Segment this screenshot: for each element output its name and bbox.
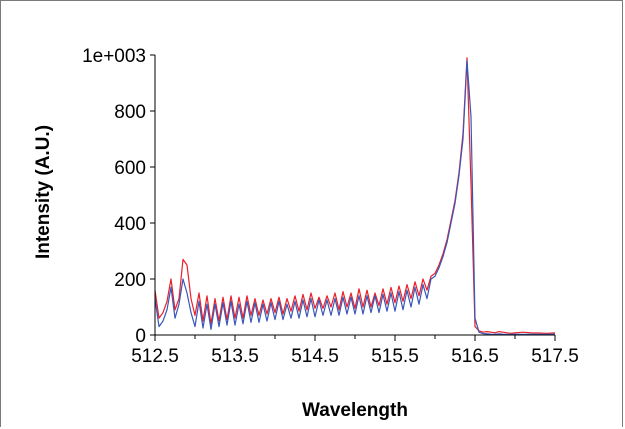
y-tick-label: 800 — [114, 102, 146, 123]
x-tick-label: 514.5 — [291, 346, 339, 367]
x-tick-label: 517.5 — [531, 346, 579, 367]
axes-layer: 0 200 400 600 800 1e+003 512.5 513.5 514.5 515.5 5… — [82, 46, 579, 367]
y-tick-label: 200 — [114, 270, 146, 291]
y-tick-label: 400 — [114, 214, 146, 235]
x-tick-label: 513.5 — [211, 346, 259, 367]
series-layer — [154, 57, 556, 335]
x-axis-title: Wavelength — [302, 400, 408, 421]
x-tick-label: 515.5 — [371, 346, 419, 367]
y-tick-label: 600 — [114, 158, 146, 179]
series-line-red — [154, 57, 556, 334]
x-tick-label: 512.5 — [131, 346, 179, 367]
y-tick-label: 1e+003 — [82, 46, 146, 67]
series-line-blue — [154, 59, 556, 335]
y-axis-title: Intensity (A.U.) — [33, 125, 54, 259]
y-tick-label: 0 — [135, 326, 146, 347]
x-tick-label: 516.5 — [451, 346, 499, 367]
